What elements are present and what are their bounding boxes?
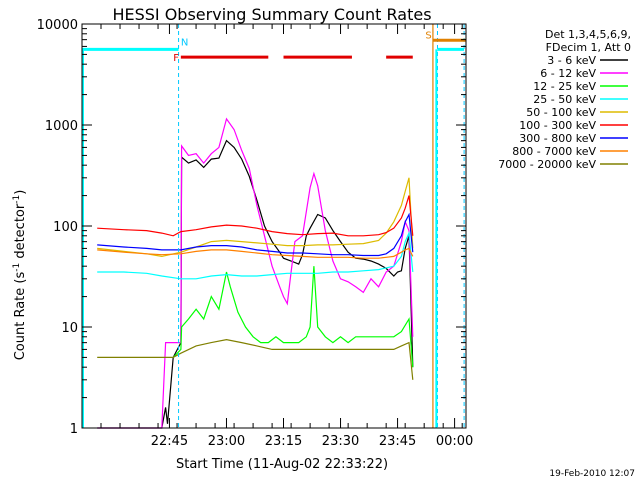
y-tick-label-1: 10 bbox=[61, 321, 78, 336]
x-tick-label-4: 23:45 bbox=[379, 434, 416, 449]
x-axis-label: Start Time (11-Aug-02 22:33:22) bbox=[176, 457, 388, 472]
plot-area: NF S 1 10 100 1000 10000 22:45 23:00 23:15 23:30 2… bbox=[37, 18, 474, 449]
legend-header-2: FDecim 1, Att 0 bbox=[546, 41, 631, 54]
series-line-3 bbox=[97, 230, 414, 280]
annotation-layer: NF S bbox=[82, 24, 466, 428]
x-tick-label-0: 22:45 bbox=[151, 434, 188, 449]
x-tick-label-5: 00:00 bbox=[436, 434, 473, 449]
legend-label-5: 100 - 300 keV bbox=[519, 119, 596, 132]
legend-label-8: 7000 - 20000 keV bbox=[498, 158, 596, 171]
x-tick-label-2: 23:15 bbox=[265, 434, 302, 449]
data-layer bbox=[97, 117, 414, 429]
legend-label-0: 3 - 6 keV bbox=[547, 54, 596, 67]
legend-label-3: 25 - 50 keV bbox=[533, 93, 596, 106]
legend-label-6: 300 - 800 keV bbox=[519, 132, 596, 145]
x-tick-label-3: 23:30 bbox=[322, 434, 359, 449]
legend-header-1: Det 1,3,4,5,6,9, bbox=[545, 28, 631, 41]
night-label: N bbox=[181, 37, 188, 48]
series-line-7 bbox=[97, 247, 414, 259]
y-axis-label: Count Rate (s-1 detector-1) bbox=[12, 190, 28, 361]
axes-layer: 1 10 100 1000 10000 22:45 23:00 23:15 23:30 23:45… bbox=[37, 18, 474, 449]
legend-label-2: 12 - 25 keV bbox=[533, 80, 596, 93]
footer-timestamp: 19-Feb-2010 12:07 bbox=[549, 469, 635, 479]
legend-label-4: 50 - 100 keV bbox=[526, 106, 596, 119]
series-line-4 bbox=[97, 177, 414, 258]
series-line-6 bbox=[97, 212, 414, 257]
legend-label-1: 6 - 12 keV bbox=[540, 67, 596, 80]
series-line-2 bbox=[172, 266, 414, 368]
saa-label: S bbox=[425, 30, 431, 41]
y-tick-label-2: 100 bbox=[53, 220, 78, 235]
series-line-0 bbox=[97, 139, 414, 429]
x-tick-label-1: 23:00 bbox=[208, 434, 245, 449]
axes-frame bbox=[81, 23, 467, 429]
flare-label: F bbox=[173, 53, 179, 64]
series-line-5 bbox=[97, 195, 414, 237]
y-tick-label-3: 1000 bbox=[45, 119, 78, 134]
y-tick-label-0: 1 bbox=[70, 422, 78, 437]
series-line-1 bbox=[97, 117, 414, 429]
y-tick-label-4: 10000 bbox=[37, 18, 78, 33]
legend-label-7: 800 - 7000 keV bbox=[512, 145, 596, 158]
legend: Det 1,3,4,5,6,9, FDecim 1, Att 0 3 - 6 k… bbox=[498, 28, 631, 171]
series-line-8 bbox=[97, 338, 414, 380]
chart-title: HESSI Observing Summary Count Rates bbox=[112, 5, 431, 24]
